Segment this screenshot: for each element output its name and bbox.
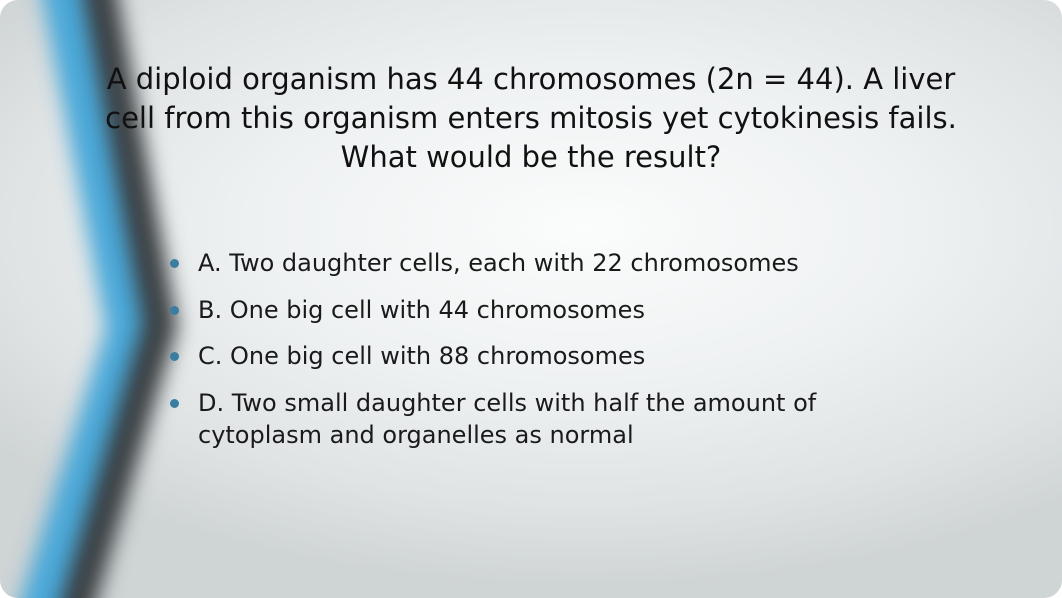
slide-content: A diploid organism has 44 chromosomes (2… xyxy=(0,0,1062,598)
option-d: D. Two small daughter cells with half th… xyxy=(170,387,942,452)
option-b: B. One big cell with 44 chromosomes xyxy=(170,294,942,326)
option-a-label: A. Two daughter cells, each with 22 chro… xyxy=(198,249,799,277)
option-c-label: C. One big cell with 88 chromosomes xyxy=(198,342,645,370)
option-b-label: B. One big cell with 44 chromosomes xyxy=(198,296,645,324)
slide: A diploid organism has 44 chromosomes (2… xyxy=(0,0,1062,598)
options-list: A. Two daughter cells, each with 22 chro… xyxy=(170,247,942,451)
question-text: A diploid organism has 44 chromosomes (2… xyxy=(91,60,971,177)
option-c: C. One big cell with 88 chromosomes xyxy=(170,340,942,372)
option-a: A. Two daughter cells, each with 22 chro… xyxy=(170,247,942,279)
option-d-label: D. Two small daughter cells with half th… xyxy=(198,389,816,449)
